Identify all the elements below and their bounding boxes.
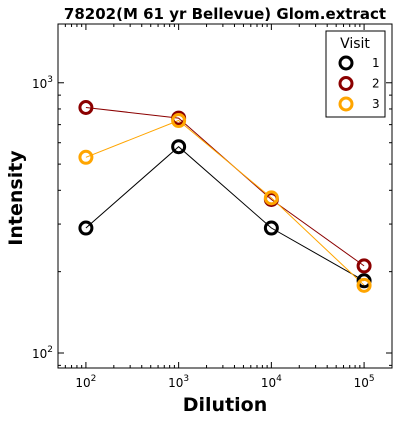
data-point-1 [171, 139, 187, 155]
data-point-1 [263, 220, 279, 236]
data-point-3 [263, 190, 279, 206]
legend: Visit 1 2 3 [325, 30, 386, 118]
x-tick-label: 102 [75, 374, 96, 390]
data-point-2 [356, 258, 372, 274]
series-line-3 [85, 119, 365, 286]
data-point-3 [78, 149, 94, 165]
data-point-1 [356, 273, 372, 289]
x-tick-label: 103 [168, 374, 189, 390]
data-point-2 [78, 100, 94, 116]
legend-marker-1 [338, 55, 354, 71]
legend-label-2: 2 [372, 77, 380, 91]
x-tick-label: 104 [261, 374, 282, 390]
data-series [78, 100, 372, 293]
data-point-1 [78, 220, 94, 236]
legend-label-1: 1 [372, 56, 380, 70]
y-tick-label: 102 [32, 345, 53, 361]
axis-ticks: 102 103 104 105 102 103 [32, 24, 393, 390]
y-axis-label: Intensity [5, 150, 27, 246]
legend-label-3: 3 [372, 97, 380, 111]
legend-title: Visit [340, 36, 370, 52]
legend-marker-3 [338, 96, 354, 112]
data-point-3 [356, 277, 372, 293]
data-point-3 [171, 113, 187, 129]
x-axis-label: Dilution [183, 394, 268, 416]
legend-box [325, 30, 386, 118]
chart-title: 78202(M 61 yr Bellevue) Glom.extract [64, 5, 386, 23]
y-tick-label: 103 [32, 75, 53, 91]
legend-marker-2 [338, 76, 354, 91]
series-line-1 [85, 146, 365, 282]
x-tick-label: 105 [354, 374, 375, 390]
